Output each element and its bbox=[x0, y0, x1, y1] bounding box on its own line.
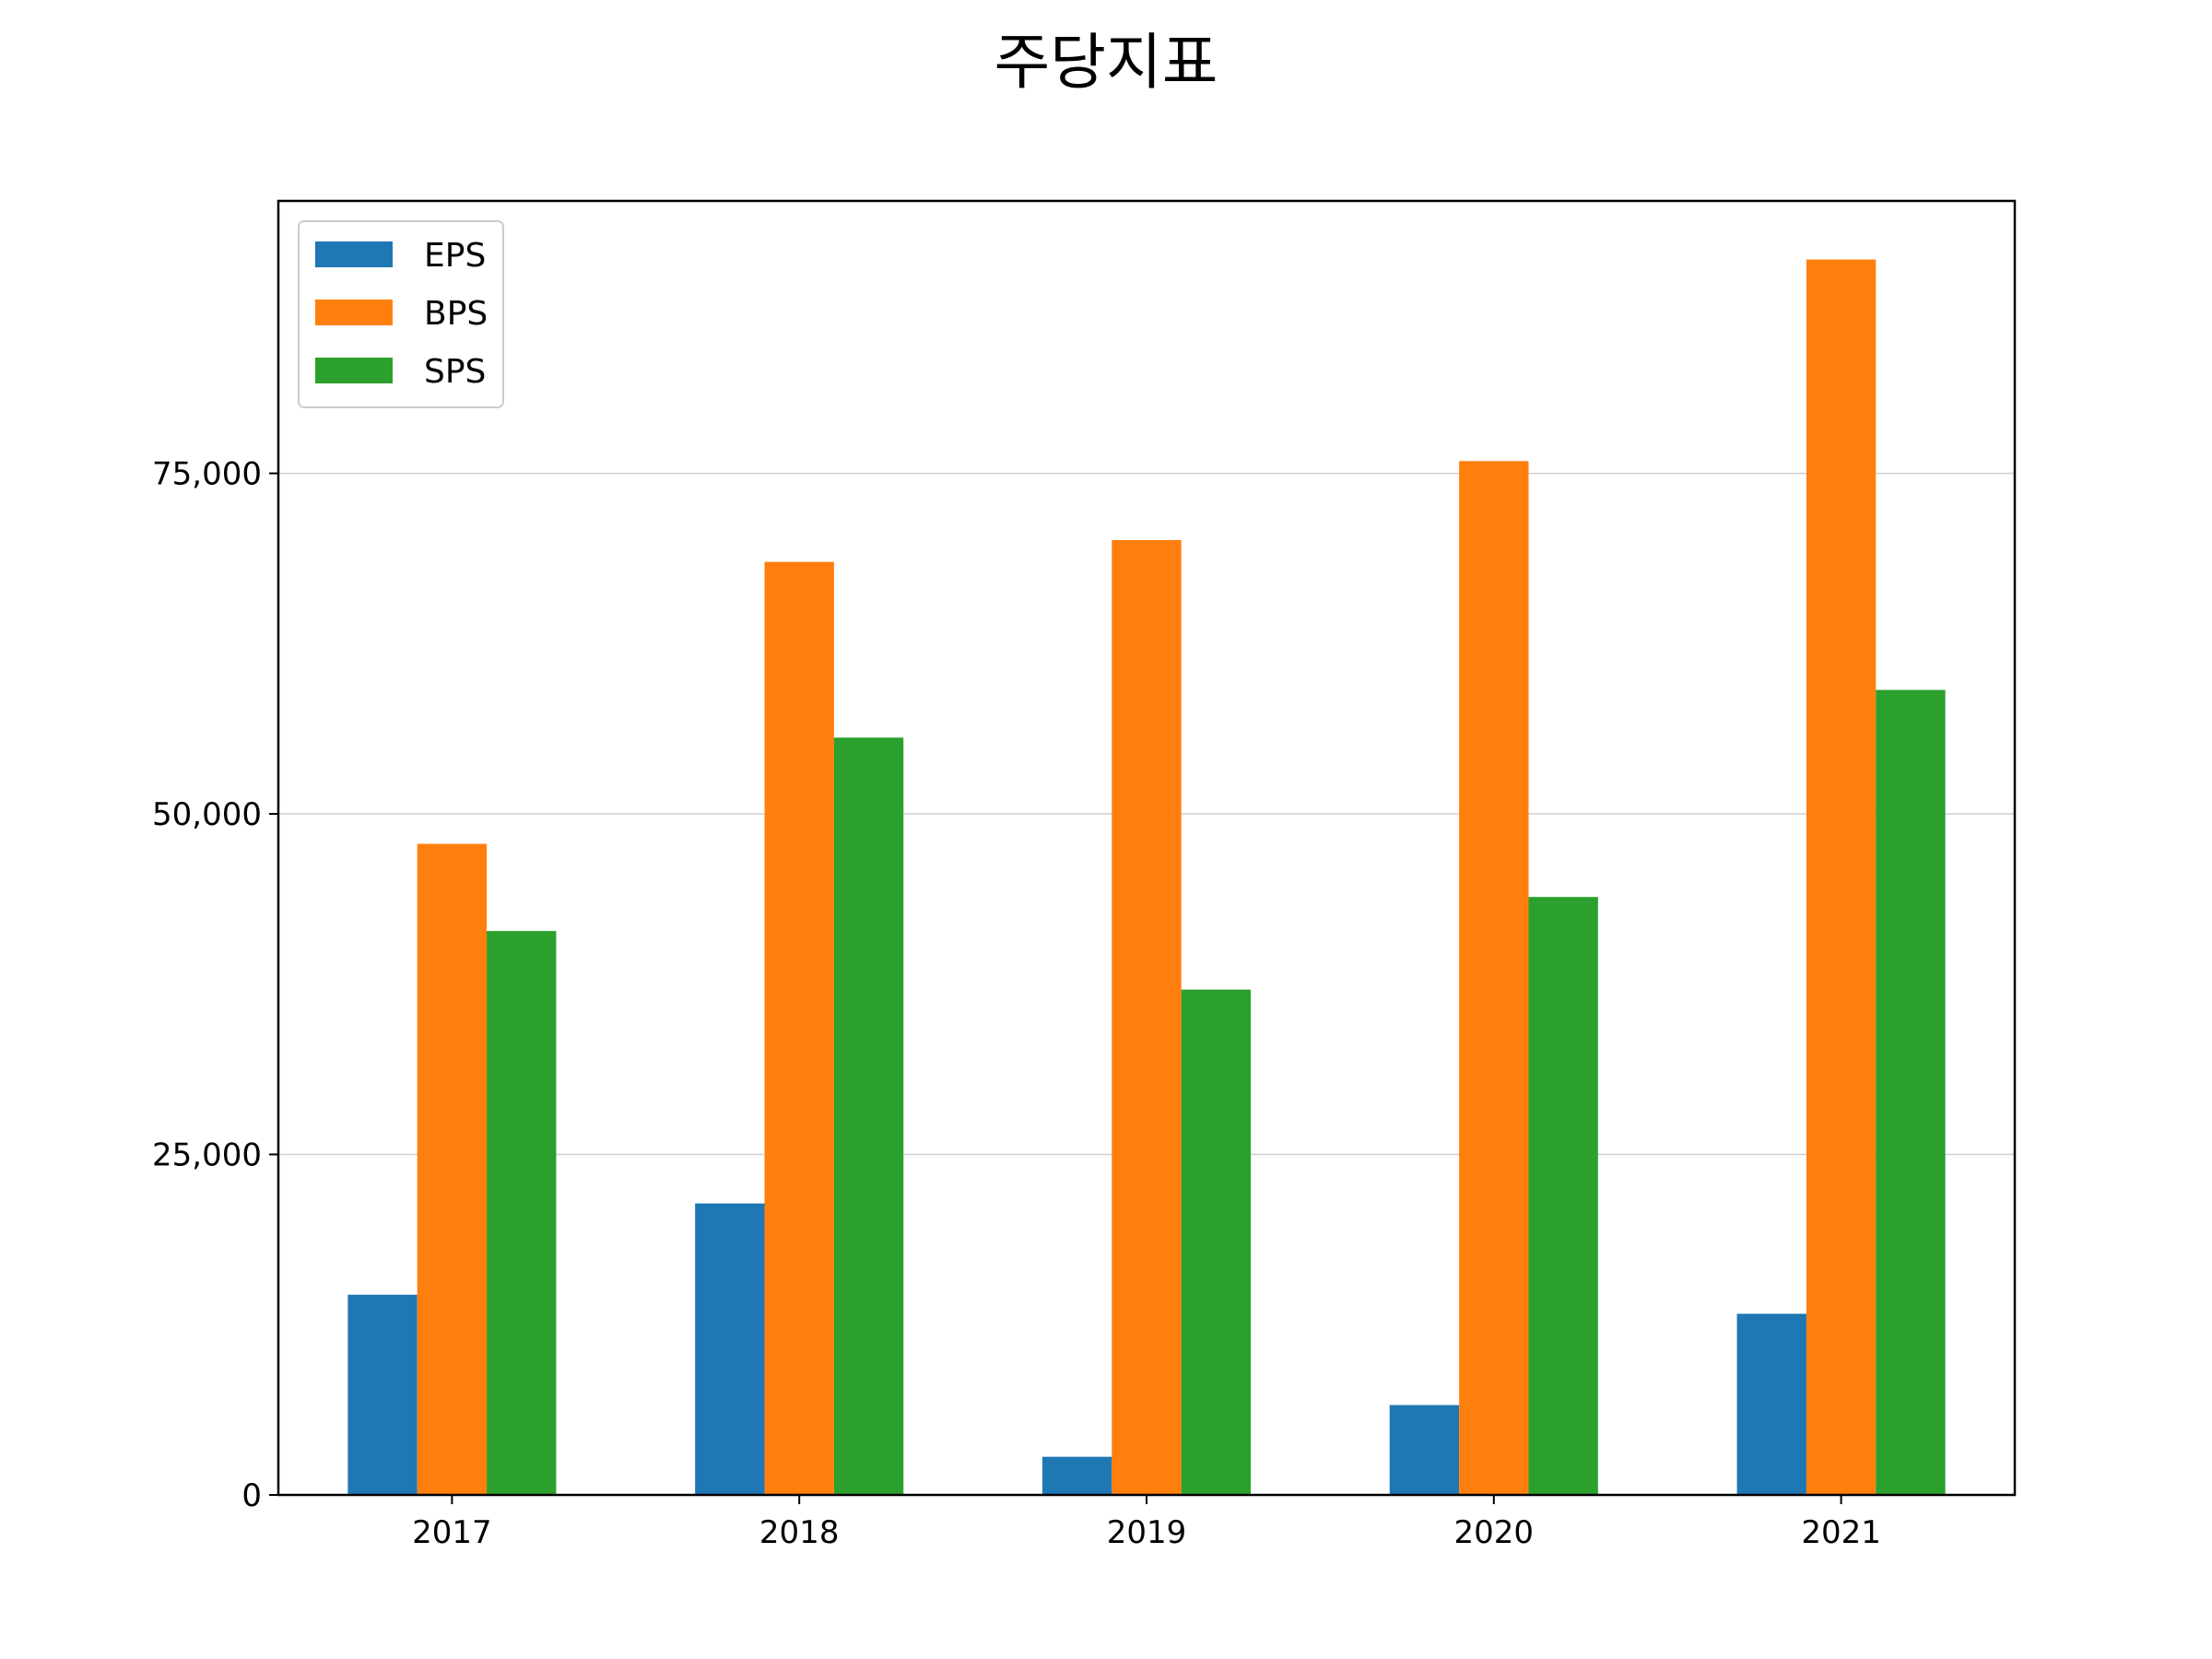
bar-bps-2017 bbox=[417, 843, 488, 1495]
bar-eps-2019 bbox=[1041, 1456, 1112, 1495]
x-tick-label: 2017 bbox=[412, 1514, 492, 1551]
legend-label-eps: EPS bbox=[424, 237, 486, 275]
y-tick-label: 75,000 bbox=[152, 456, 262, 493]
legend-label-sps: SPS bbox=[424, 353, 486, 391]
bar-sps-2021 bbox=[1876, 689, 1946, 1495]
legend-label-bps: BPS bbox=[424, 295, 488, 333]
bar-eps-2018 bbox=[695, 1203, 765, 1495]
bar-sps-2020 bbox=[1528, 897, 1598, 1495]
x-tick-label: 2021 bbox=[1801, 1514, 1881, 1551]
y-tick-label: 0 bbox=[241, 1477, 262, 1514]
y-tick-label: 25,000 bbox=[152, 1137, 262, 1174]
bars bbox=[347, 259, 1946, 1496]
x-tick-label: 2018 bbox=[759, 1514, 840, 1551]
bar-sps-2017 bbox=[487, 931, 557, 1495]
bar-bps-2021 bbox=[1806, 259, 1877, 1496]
legend-swatch-bps bbox=[315, 300, 393, 325]
y-tick-label: 50,000 bbox=[152, 796, 262, 833]
chart-title: 주당지표 bbox=[994, 27, 1218, 98]
bar-eps-2021 bbox=[1736, 1313, 1806, 1495]
legend-swatch-sps bbox=[315, 358, 393, 383]
legend: EPS BPS SPS bbox=[298, 220, 504, 408]
bar-eps-2020 bbox=[1389, 1405, 1460, 1495]
bar-bps-2018 bbox=[764, 561, 834, 1495]
x-axis: 2017 2018 2019 2020 2021 bbox=[412, 1495, 1881, 1551]
bar-sps-2018 bbox=[833, 737, 904, 1495]
x-tick-label: 2019 bbox=[1107, 1514, 1187, 1551]
bar-sps-2019 bbox=[1181, 989, 1252, 1495]
bar-eps-2017 bbox=[347, 1294, 418, 1495]
x-tick-label: 2020 bbox=[1454, 1514, 1535, 1551]
bar-bps-2020 bbox=[1459, 461, 1529, 1496]
y-axis: 0 25,000 50,000 75,000 bbox=[152, 456, 278, 1514]
legend-swatch-eps bbox=[315, 241, 393, 267]
bar-bps-2019 bbox=[1112, 539, 1182, 1495]
